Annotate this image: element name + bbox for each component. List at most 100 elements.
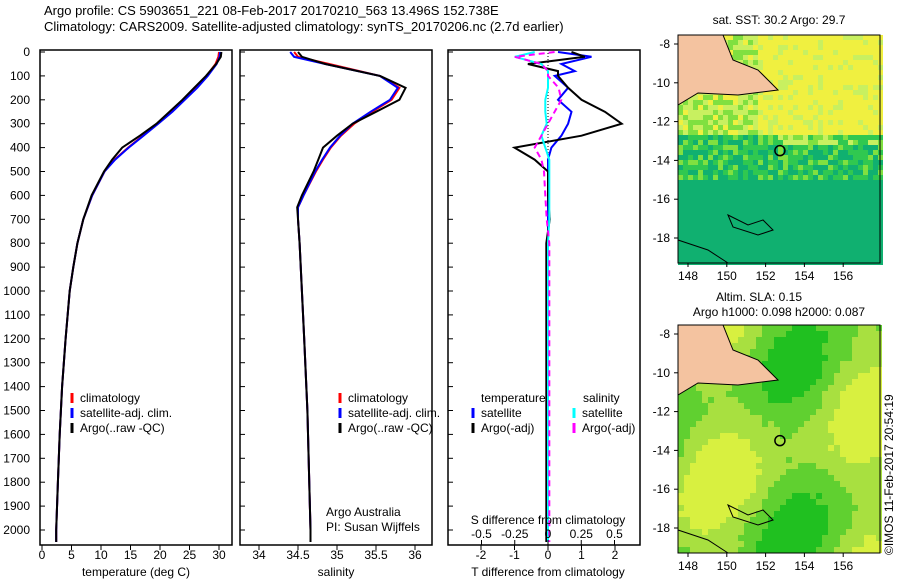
- map-cell: [788, 180, 793, 185]
- map-cell: [714, 505, 720, 511]
- map-cell: [728, 200, 733, 205]
- map-cell: [756, 517, 762, 523]
- map-cell: [838, 185, 843, 190]
- map-cell: [708, 451, 714, 457]
- map-cell: [870, 481, 876, 487]
- map-cell: [678, 235, 683, 240]
- map-cell: [873, 40, 878, 45]
- map-cell: [810, 487, 816, 493]
- map-cell: [810, 511, 816, 517]
- map-cell: [786, 421, 792, 427]
- map-cell: [773, 255, 778, 260]
- map-cell: [773, 50, 778, 55]
- map-cell: [838, 120, 843, 125]
- map-cell: [718, 130, 723, 135]
- map-cell: [858, 195, 863, 200]
- map-cell: [846, 373, 852, 379]
- map-cell: [792, 355, 798, 361]
- map-cell: [756, 463, 762, 469]
- map-cell: [762, 499, 768, 505]
- map-cell: [773, 80, 778, 85]
- map-cell: [744, 337, 750, 343]
- map-cell: [864, 349, 870, 355]
- map-cell: [858, 487, 864, 493]
- map-cell: [778, 185, 783, 190]
- map-cell: [684, 427, 690, 433]
- map-cell: [753, 125, 758, 130]
- map-cell: [846, 421, 852, 427]
- map-cell: [768, 415, 774, 421]
- map-cell: [738, 445, 744, 451]
- map-cell: [743, 50, 748, 55]
- map-cell: [773, 225, 778, 230]
- map-cell: [848, 155, 853, 160]
- map-cell: [840, 385, 846, 391]
- map-cell: [853, 155, 858, 160]
- map-cell: [720, 445, 726, 451]
- map-cell: [846, 361, 852, 367]
- map-cell: [852, 373, 858, 379]
- map-cell: [816, 403, 822, 409]
- map-cell: [684, 439, 690, 445]
- map-cell: [846, 403, 852, 409]
- map-cell: [813, 125, 818, 130]
- map-cell: [768, 403, 774, 409]
- map-cell: [783, 65, 788, 70]
- map-cell: [798, 463, 804, 469]
- map-cell: [780, 487, 786, 493]
- map-cell: [718, 195, 723, 200]
- map-cell: [708, 481, 714, 487]
- map-cell: [678, 135, 683, 140]
- map-cell: [778, 215, 783, 220]
- map-cell: [793, 210, 798, 215]
- map-cell: [792, 439, 798, 445]
- map-cell: [783, 85, 788, 90]
- map-cell: [762, 481, 768, 487]
- map-cell: [778, 60, 783, 65]
- map-cell: [868, 110, 873, 115]
- map-cell: [863, 220, 868, 225]
- map-cell: [873, 255, 878, 260]
- map-cell: [853, 35, 858, 40]
- map-cell: [864, 445, 870, 451]
- map-cell: [833, 170, 838, 175]
- map-cell: [810, 373, 816, 379]
- map-cell: [818, 80, 823, 85]
- map-cell: [833, 215, 838, 220]
- map-cell: [768, 35, 773, 40]
- map-cell: [723, 180, 728, 185]
- map-cell: [786, 439, 792, 445]
- map-cell: [726, 547, 732, 553]
- map-cell: [840, 511, 846, 517]
- map-cell: [858, 120, 863, 125]
- map-cell: [738, 529, 744, 535]
- map-cell: [732, 469, 738, 475]
- map-cell: [834, 517, 840, 523]
- map-cell: [798, 349, 804, 355]
- map-cell: [756, 499, 762, 505]
- map-cell: [768, 165, 773, 170]
- map-cell: [703, 115, 708, 120]
- map-cell: [748, 115, 753, 120]
- map-cell: [708, 235, 713, 240]
- map-cell: [858, 505, 864, 511]
- map-cell: [840, 529, 846, 535]
- map-cell: [774, 505, 780, 511]
- map-cell: [868, 225, 873, 230]
- map-cell: [748, 35, 753, 40]
- map-cell: [733, 135, 738, 140]
- map-cell: [863, 140, 868, 145]
- map-cell: [808, 115, 813, 120]
- map-cell: [803, 220, 808, 225]
- map-cell: [723, 145, 728, 150]
- map-cell: [728, 240, 733, 245]
- map-cell: [708, 130, 713, 135]
- map-cell: [803, 100, 808, 105]
- map-cell: [858, 50, 863, 55]
- map-cell: [818, 255, 823, 260]
- depth-tick-label: 1000: [3, 284, 30, 298]
- map-cell: [753, 40, 758, 45]
- map-cell: [733, 180, 738, 185]
- map-cell: [833, 65, 838, 70]
- map-cell: [693, 230, 698, 235]
